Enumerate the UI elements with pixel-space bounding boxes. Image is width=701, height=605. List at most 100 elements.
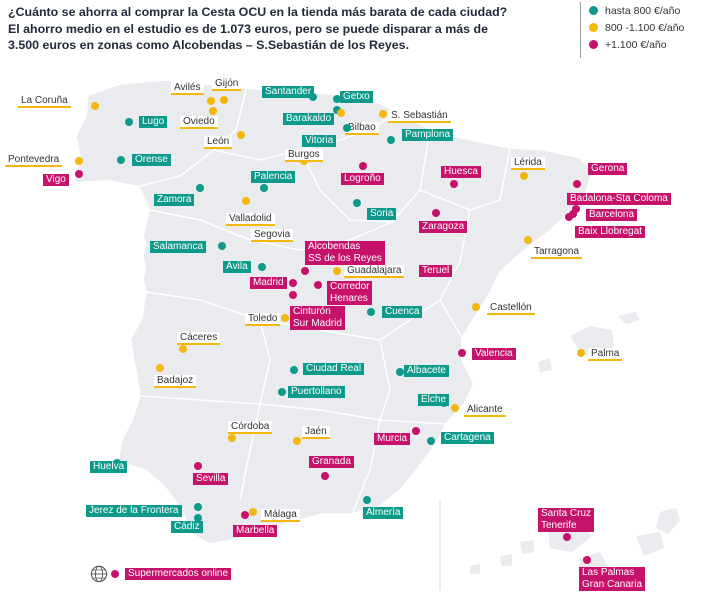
city-label-segovia: Segovia xyxy=(251,229,293,242)
legend-item: hasta 800 €/año xyxy=(589,2,698,19)
city-label-badalona-sta-coloma: Badalona-Sta Coloma xyxy=(567,193,671,205)
city-label-marbella: Marbella xyxy=(233,525,277,537)
online-label: Supermercados online xyxy=(125,568,231,580)
ibiza-shape xyxy=(538,358,552,372)
city-dot-cuenca xyxy=(367,308,375,316)
city-label-oviedo: Oviedo xyxy=(180,116,218,129)
city-dot-alcobendas-ss-de-los-reyes xyxy=(301,267,309,275)
city-dot-jaen xyxy=(293,437,301,445)
city-label-madrid: Madrid xyxy=(250,277,287,289)
city-dot-marbella xyxy=(241,511,249,519)
city-label-pontevedra: Pontevedra xyxy=(5,154,62,167)
city-label-huelva: Huelva xyxy=(90,461,127,473)
city-dot-guadalajara xyxy=(333,267,341,275)
city-dot-toledo xyxy=(281,314,289,322)
city-label-burgos: Burgos xyxy=(285,149,323,162)
city-dot-alicante xyxy=(451,404,459,412)
city-label-orense: Orense xyxy=(132,154,171,166)
city-dot-sevilla xyxy=(194,462,202,470)
city-dot-bilbao xyxy=(337,109,345,117)
city-dot-valencia xyxy=(458,349,466,357)
city-label-murcia: Murcia xyxy=(374,433,410,445)
city-dot-vitoria xyxy=(343,124,351,132)
city-dot-zaragoza xyxy=(432,209,440,217)
city-dot-aviles xyxy=(207,97,215,105)
city-label-albacete: Albacete xyxy=(404,365,449,377)
city-label-logrono: Logroño xyxy=(341,173,384,185)
legend-label: 800 -1.100 €/año xyxy=(605,22,684,34)
city-label-cordoba: Córdoba xyxy=(228,421,272,434)
city-label-cartagena: Cartagena xyxy=(441,432,494,444)
city-label-baix-llobregat: Baix Llobregat xyxy=(575,226,645,238)
city-dot-murcia xyxy=(412,427,420,435)
city-label-guadalajara: Guadalajara xyxy=(344,265,404,278)
city-label-vitoria: Vitoria xyxy=(302,135,336,147)
city-label-badajoz: Badajoz xyxy=(154,375,196,388)
city-label-aviles: Avilés xyxy=(171,82,204,95)
city-label-palencia: Palencia xyxy=(251,171,295,183)
city-label-lugo: Lugo xyxy=(139,116,167,128)
city-label-gijon: Gijón xyxy=(212,78,241,91)
legend-dot xyxy=(589,6,598,15)
city-dot-madrid xyxy=(289,279,297,287)
city-dot-baix-llobregat xyxy=(565,213,573,221)
menorca-shape xyxy=(618,312,640,324)
city-label-jerez-de-la-frontera: Jerez de la Frontera xyxy=(86,505,182,517)
city-label-pamplona: Pamplona xyxy=(402,129,453,141)
city-label-barcelona: Barcelona xyxy=(586,209,637,221)
city-dot-almeria xyxy=(363,496,371,504)
city-dot-s-sebastian xyxy=(379,110,387,118)
city-label-leon: León xyxy=(204,136,232,149)
legend-item: 800 -1.100 €/año xyxy=(589,19,698,36)
city-dot-cartagena xyxy=(427,437,435,445)
city-dot-albacete xyxy=(396,368,404,376)
city-label-ciudad-real: Ciudad Real xyxy=(303,363,364,375)
city-label-gerona: Gerona xyxy=(588,163,627,175)
city-dot-logrono xyxy=(359,162,367,170)
city-dot-lugo xyxy=(125,118,133,126)
city-label-alcobendas-ss-de-los-reyes: Alcobendas SS de los Reyes xyxy=(305,241,385,265)
city-label-almeria: Almería xyxy=(363,507,403,519)
city-dot-palma xyxy=(577,349,585,357)
city-label-soria: Soria xyxy=(367,208,396,220)
city-dot-leon xyxy=(237,131,245,139)
city-dot-huesca xyxy=(450,180,458,188)
city-label-valladolid: Valladolid xyxy=(226,213,275,226)
city-label-tarragona: Tarragona xyxy=(531,246,582,259)
city-label-corredor-henares: Corredor Henares xyxy=(327,281,372,305)
city-label-puertollano: Puertollano xyxy=(288,386,345,398)
city-label-granada: Granada xyxy=(309,456,354,468)
online-dot xyxy=(111,570,119,578)
city-dot-pamplona xyxy=(387,136,395,144)
city-label-elche: Elche xyxy=(418,394,449,406)
city-label-sevilla: Sevilla xyxy=(193,473,228,485)
legend-dot xyxy=(589,23,598,32)
city-label-caceres: Cáceres xyxy=(177,332,220,345)
city-dot-soria xyxy=(353,199,361,207)
legend-dot xyxy=(589,40,598,49)
city-dot-ciudad-real xyxy=(290,366,298,374)
city-label-huesca: Huesca xyxy=(441,166,481,178)
city-label-cuenca: Cuenca xyxy=(382,306,422,318)
city-label-lerida: Lérida xyxy=(511,157,545,170)
city-label-cadiz: Cádiz xyxy=(171,521,203,533)
city-label-vigo: Vigo xyxy=(43,174,69,186)
city-label-salamanca: Salamanca xyxy=(150,241,206,253)
city-dot-pontevedra xyxy=(75,157,83,165)
city-label-santander: Santander xyxy=(262,86,314,98)
city-dot-la-coruna xyxy=(91,102,99,110)
legend-item: +1.100 €/año xyxy=(589,36,698,53)
city-label-castellon: Castellón xyxy=(487,302,535,315)
city-dot-santa-cruz-tenerife xyxy=(563,533,571,541)
city-label-barakaldo: Barakaldo xyxy=(283,113,334,125)
city-dot-valladolid xyxy=(242,197,250,205)
city-label-jaen: Jaén xyxy=(302,426,330,439)
city-dot-cinturon-sur-madrid xyxy=(289,291,297,299)
city-label-zamora: Zamora xyxy=(154,194,194,206)
city-dot-avila xyxy=(258,263,266,271)
city-label-alicante: Alicante xyxy=(464,404,506,417)
city-label-cinturon-sur-madrid: Cinturón Sur Madrid xyxy=(290,306,345,330)
city-label-valencia: Valencia xyxy=(472,348,516,360)
city-dot-badajoz xyxy=(156,364,164,372)
city-dot-oviedo xyxy=(209,107,217,115)
